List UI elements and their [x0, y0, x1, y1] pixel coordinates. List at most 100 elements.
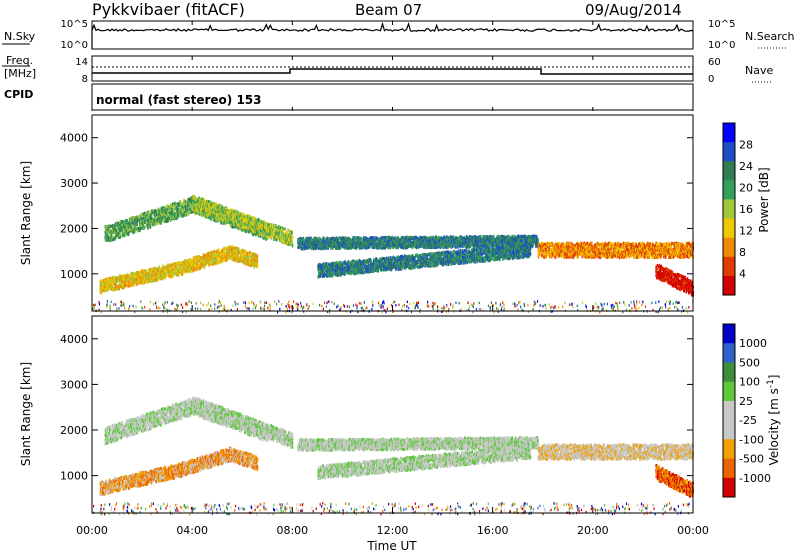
power-cell — [122, 220, 124, 224]
power-cell — [344, 236, 347, 240]
power-cell — [231, 255, 234, 259]
power-cell — [174, 263, 177, 267]
power-cell — [269, 229, 272, 233]
power-cell — [228, 221, 231, 225]
power-cell — [237, 247, 240, 251]
power-cell — [275, 236, 277, 240]
power-cell — [155, 221, 157, 225]
power-cell — [167, 265, 169, 269]
power-cell — [253, 216, 256, 220]
power-cell — [256, 260, 259, 263]
power-cell — [380, 237, 382, 241]
power-cell — [257, 217, 259, 221]
power-cell — [242, 226, 245, 230]
power-cell — [205, 202, 207, 206]
power-cell — [117, 231, 120, 235]
power-cell — [358, 243, 361, 247]
power-cell — [329, 237, 332, 241]
power-cell — [162, 219, 165, 223]
power-cell — [172, 210, 175, 214]
power-cell — [137, 281, 140, 285]
power-cell — [198, 263, 200, 267]
power-cell — [226, 246, 229, 250]
power-cell — [232, 250, 235, 254]
power-cell — [282, 229, 284, 233]
power-cell — [204, 254, 207, 258]
power-cell — [208, 212, 210, 216]
power-cell — [234, 225, 237, 229]
power-cell — [254, 230, 256, 234]
power-cell — [133, 215, 136, 219]
power-cell — [130, 219, 132, 223]
power-cell — [266, 237, 269, 240]
power-cell — [301, 247, 303, 251]
power-cell — [123, 274, 125, 277]
power-cell — [141, 223, 144, 227]
power-cell — [243, 214, 246, 217]
power-cell — [190, 210, 193, 214]
power-cell — [195, 259, 197, 263]
power-cell — [363, 236, 365, 240]
power-cell — [193, 267, 195, 271]
power-cell — [131, 222, 133, 226]
power-cell — [157, 211, 159, 215]
power-cell — [150, 213, 153, 217]
power-cell — [239, 216, 242, 220]
power-cell — [204, 264, 206, 268]
power-cell — [300, 237, 303, 241]
power-cell — [211, 258, 214, 262]
power-cell — [126, 219, 128, 223]
power-cell — [118, 287, 120, 291]
power-cell — [358, 239, 360, 243]
power-cell — [360, 236, 363, 240]
power-cell — [268, 229, 271, 233]
power-cell — [242, 249, 245, 253]
power-cell — [133, 230, 135, 234]
power-cell — [246, 213, 249, 217]
power-cell — [140, 220, 142, 224]
power-cell — [122, 280, 124, 283]
power-cell — [146, 216, 149, 220]
power-cell — [184, 259, 186, 263]
power-cell — [148, 272, 150, 276]
power-cell — [236, 216, 239, 220]
power-cell — [177, 208, 179, 212]
power-cell — [210, 217, 212, 221]
cpid-panel: CPID normal (fast stereo) 153 — [4, 83, 694, 111]
power-cell — [237, 252, 239, 256]
power-cell — [112, 235, 114, 239]
power-cell — [192, 194, 195, 198]
power-cell — [205, 211, 207, 215]
power-cell — [166, 217, 169, 220]
power-cell — [233, 210, 236, 214]
power-cell — [175, 217, 177, 221]
power-cell — [212, 206, 215, 210]
power-cell — [382, 246, 385, 250]
power-cell — [106, 237, 108, 240]
power-cell — [122, 277, 125, 281]
power-cell — [171, 205, 174, 208]
power-cell — [161, 213, 164, 217]
power-cell — [208, 260, 210, 264]
power-cell — [216, 217, 218, 220]
freq-trace — [92, 68, 693, 75]
power-cell — [118, 285, 121, 288]
power-cell — [105, 230, 108, 234]
power-cell — [204, 200, 206, 204]
power-cell — [122, 286, 124, 290]
power-cell — [189, 269, 191, 273]
power-cell — [360, 240, 363, 244]
power-cell — [212, 201, 214, 205]
power-cell — [262, 222, 265, 226]
power-cell — [210, 214, 212, 218]
power-cell — [303, 241, 306, 245]
power-cell — [351, 240, 354, 244]
power-cell — [228, 214, 231, 218]
power-cell — [219, 217, 221, 221]
power-cell — [347, 241, 349, 245]
power-cell — [179, 214, 181, 218]
cpid-text: normal (fast stereo) 153 — [96, 93, 262, 107]
power-cell — [290, 241, 293, 245]
power-cell — [236, 253, 238, 257]
power-cell — [160, 221, 162, 225]
